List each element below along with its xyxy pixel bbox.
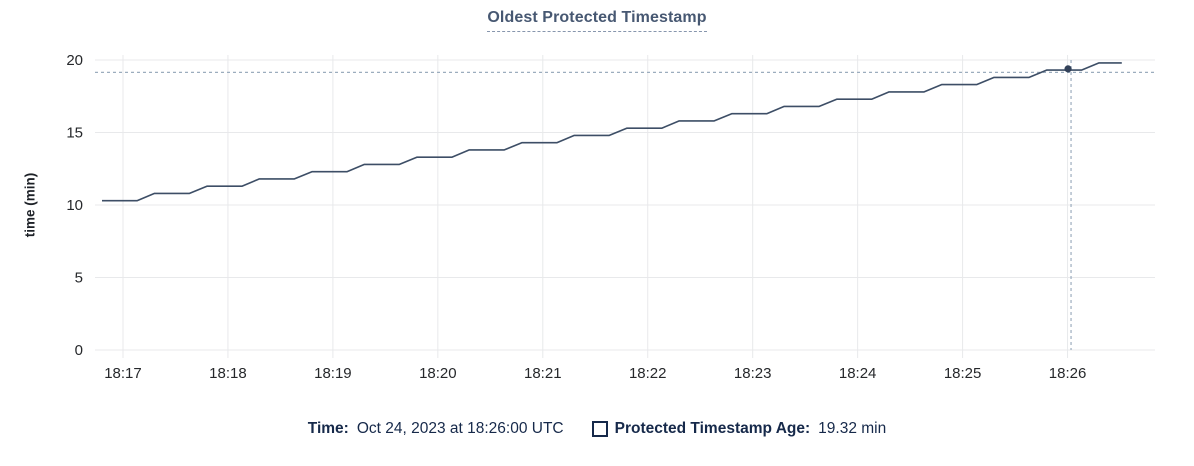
legend-swatch-icon <box>591 421 608 437</box>
chart-title-row: Oldest Protected Timestamp <box>0 9 1194 32</box>
age-value: 19.32 min <box>818 420 887 437</box>
crosshair-dot <box>1064 65 1072 73</box>
x-tick-label: 18:17 <box>104 365 142 382</box>
x-tick-label: 18:22 <box>629 365 667 382</box>
chart-title[interactable]: Oldest Protected Timestamp <box>487 9 707 32</box>
time-label: Time: <box>307 420 349 437</box>
x-tick-label: 18:19 <box>314 365 352 382</box>
y-tick-label: 0 <box>75 342 83 359</box>
y-tick-label: 10 <box>66 197 83 214</box>
y-tick-label: 15 <box>66 125 83 142</box>
x-tick-label: 18:26 <box>1049 365 1087 382</box>
x-tick-label: 18:23 <box>734 365 772 382</box>
y-tick-label: 5 <box>75 270 83 287</box>
chart-svg[interactable]: 0 5 10 15 20 18:17 18:18 18:19 18:20 18:21 18:22 18… <box>0 0 1194 400</box>
y-tick-label: 20 <box>66 52 83 69</box>
x-tick-label: 18:25 <box>944 365 982 382</box>
series-line <box>102 62 1122 202</box>
plot-hover-area[interactable] <box>95 60 1155 350</box>
x-tick-label: 18:24 <box>839 365 877 382</box>
age-label: Protected Timestamp Age: <box>614 420 811 437</box>
x-tick-label: 18:21 <box>524 365 562 382</box>
legend-item-protected-timestamp-age[interactable]: Protected Timestamp Age: 19.32 min <box>591 420 887 438</box>
x-tick-label: 18:20 <box>419 365 457 382</box>
x-tick-label: 18:18 <box>209 365 247 382</box>
hover-legend: Time: Oct 24, 2023 at 18:26:00 UTC Prote… <box>0 420 1194 438</box>
time-value: Oct 24, 2023 at 18:26:00 UTC <box>356 420 564 437</box>
